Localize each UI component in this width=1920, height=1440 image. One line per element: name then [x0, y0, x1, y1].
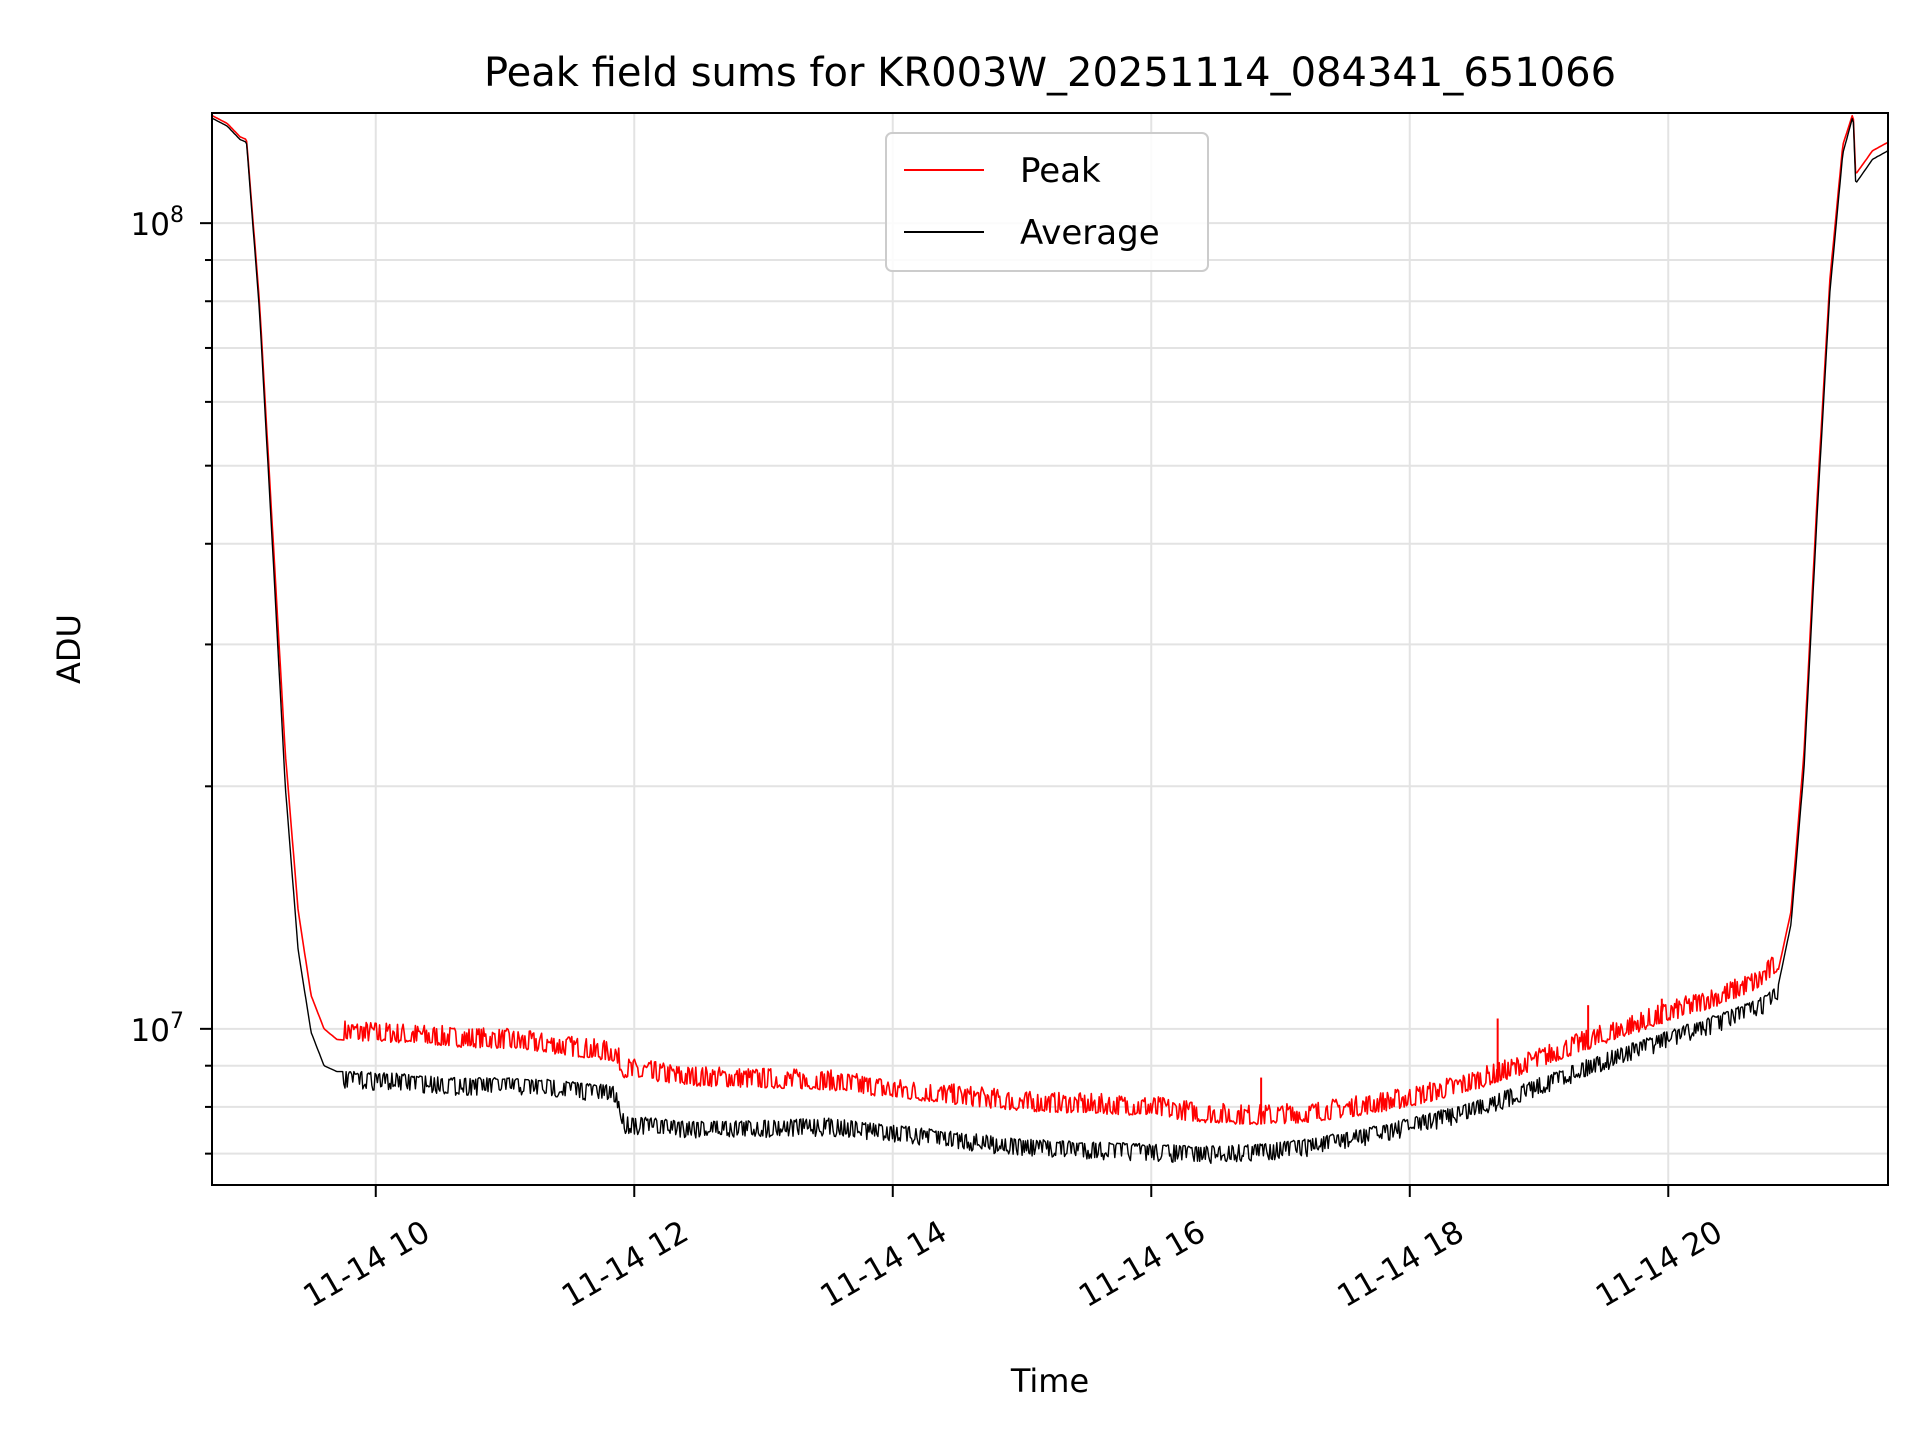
- y-axis-title: ADU: [50, 614, 88, 684]
- series-group: [211, 114, 1889, 1165]
- series-line-peak: [211, 114, 1889, 1126]
- plot-frame: [211, 112, 1889, 1186]
- series-line-average: [211, 117, 1889, 1165]
- legend-label-peak: Peak: [1020, 151, 1101, 191]
- y-tick-label: 107: [131, 1009, 184, 1049]
- chart-title: Peak field sums for KR003W_20251114_0843…: [484, 50, 1616, 96]
- legend-label-average: Average: [1020, 213, 1160, 253]
- y-tick-label: 108: [131, 203, 184, 243]
- grid: [212, 113, 1888, 1185]
- legend: Peak Average: [885, 132, 1209, 272]
- legend-box: [885, 132, 1209, 272]
- x-axis-title: Time: [1010, 1362, 1089, 1400]
